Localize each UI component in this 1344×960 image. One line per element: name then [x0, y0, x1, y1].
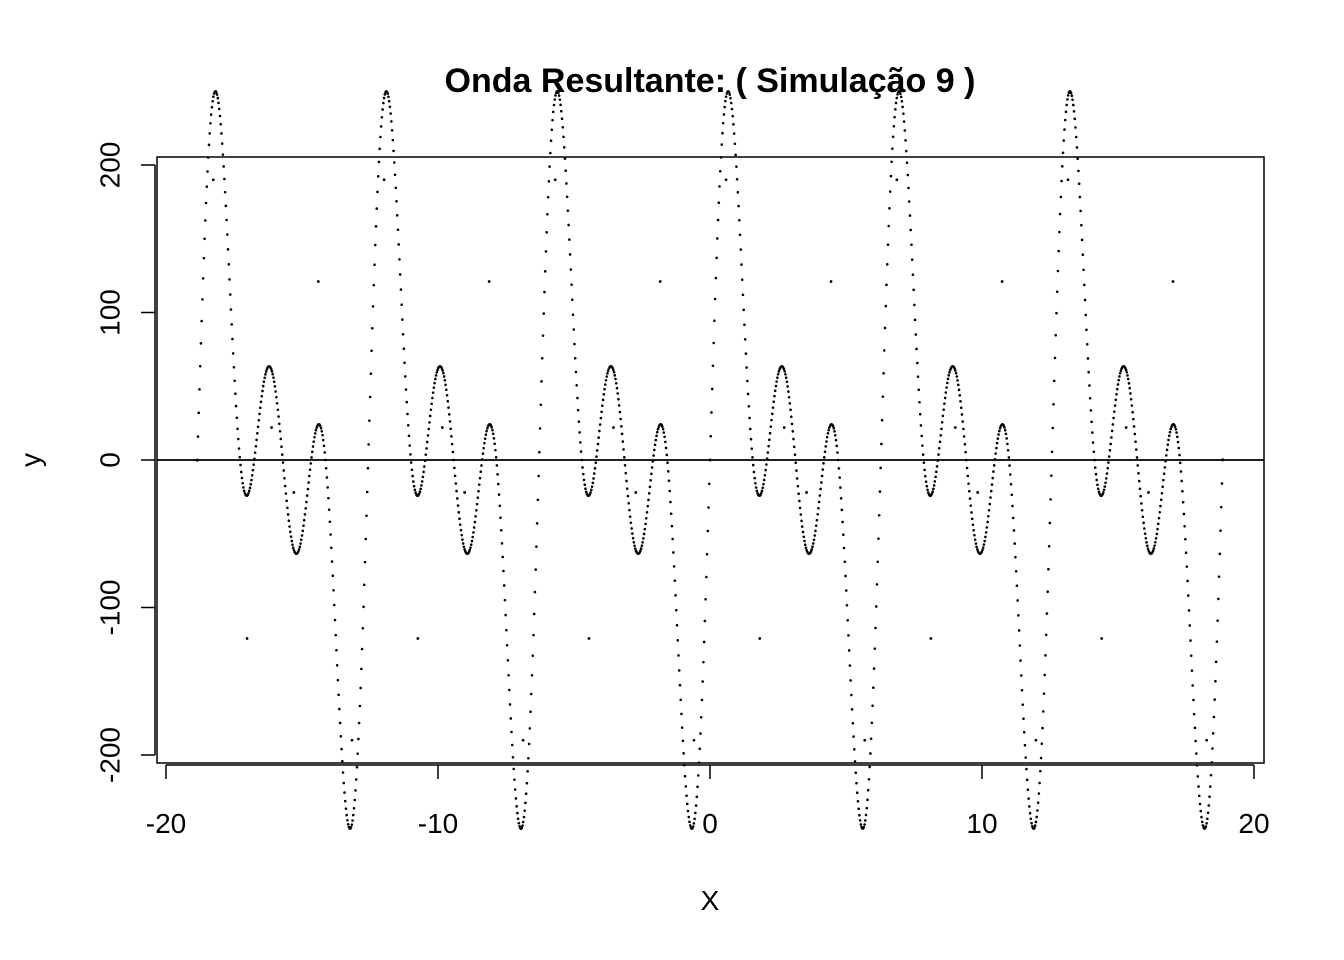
- wave-sample-point: [612, 426, 615, 429]
- wave-sample-point: [1100, 637, 1104, 640]
- wave-sample-point: [382, 178, 386, 182]
- x-tick-label: 0: [702, 808, 718, 839]
- wave-sample-point: [270, 426, 273, 429]
- x-tick-label: 20: [1238, 808, 1269, 839]
- wave-sample-point: [487, 280, 491, 283]
- wave-sample-point: [895, 178, 899, 182]
- wave-sample-point: [724, 178, 728, 182]
- wave-sample-point: [1034, 738, 1038, 742]
- wave-sample-point: [316, 280, 320, 283]
- wave-sample-point: [1124, 426, 1128, 429]
- wave-sample-point: [1221, 458, 1225, 462]
- wave-sample-point: [1147, 491, 1150, 494]
- wave-sample-point: [350, 738, 354, 742]
- y-tick-label: -200: [95, 727, 126, 783]
- wave-sample-point: [587, 637, 591, 640]
- wave-sample-point: [953, 426, 957, 429]
- wave-sample-point: [929, 637, 933, 640]
- wave-sample-point: [708, 458, 712, 462]
- wave-sample-point: [553, 178, 557, 182]
- wave-sample-point: [440, 426, 444, 429]
- wave-sample-point: [829, 280, 833, 283]
- wave-sample-point: [416, 637, 420, 640]
- wave-sample-point: [1066, 178, 1070, 182]
- x-tick-label: -20: [146, 808, 186, 839]
- wave-sample-point: [1205, 738, 1209, 742]
- wave-sample-point: [292, 491, 296, 494]
- wave-sample-point: [863, 738, 867, 742]
- chart-title: Onda Resultante: ( Simulação 9 ): [445, 62, 976, 100]
- wave-sample-point: [976, 491, 980, 494]
- wave-series: [195, 90, 1225, 830]
- wave-sample-point: [245, 637, 249, 640]
- wave-sample-point: [805, 491, 808, 494]
- x-tick-label: 10: [966, 808, 997, 839]
- wave-sample-point: [521, 738, 525, 742]
- y-axis: -200 -100 0 100 200: [95, 142, 156, 783]
- wave-sample-point: [758, 637, 762, 640]
- wave-sample-point: [1000, 280, 1004, 283]
- y-axis-label: y: [15, 453, 46, 467]
- wave-sample-point: [634, 491, 638, 494]
- wave-sample-point: [195, 458, 199, 462]
- y-tick-label: 200: [95, 142, 126, 189]
- wave-sample-point: [463, 491, 467, 494]
- y-tick-label: 100: [95, 289, 126, 336]
- y-tick-label: -100: [95, 579, 126, 635]
- x-axis-label: X: [701, 885, 720, 916]
- wave-sample-point: [211, 178, 215, 182]
- y-tick-label: 0: [95, 452, 126, 468]
- x-axis: -20 -10 0 10 20: [146, 764, 1270, 839]
- wave-sample-point: [692, 738, 696, 742]
- x-tick-label: -10: [418, 808, 458, 839]
- wave-sample-point: [658, 280, 662, 283]
- wave-sample-point: [782, 426, 786, 429]
- wave-sample-point: [1171, 280, 1175, 283]
